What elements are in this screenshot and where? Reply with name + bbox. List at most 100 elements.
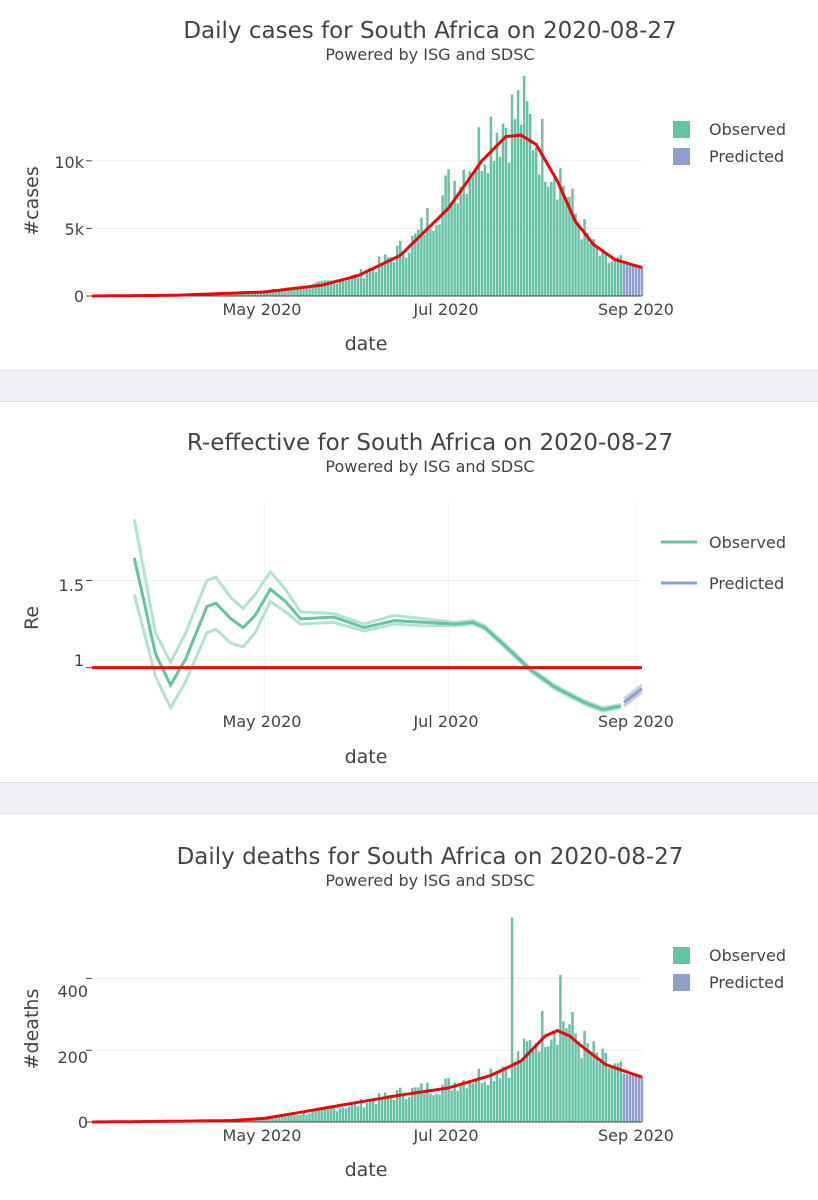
cases-observed-bar[interactable] [281, 289, 284, 296]
deaths-observed-bar[interactable] [438, 1094, 441, 1122]
cases-observed-bar[interactable] [420, 217, 423, 296]
cases-observed-bar[interactable] [598, 255, 601, 296]
deaths-observed-bar[interactable] [266, 1117, 269, 1122]
cases-observed-bar[interactable] [525, 101, 529, 297]
deaths-observed-bar[interactable] [580, 1058, 583, 1122]
deaths-observed-bar[interactable] [308, 1113, 311, 1122]
deaths-observed-bar[interactable] [556, 1044, 559, 1122]
deaths-observed-bar[interactable] [323, 1107, 326, 1122]
cases-observed-bar[interactable] [438, 224, 441, 296]
deaths-observed-bar[interactable] [365, 1103, 369, 1122]
cases-observed-bar[interactable] [492, 160, 496, 296]
deaths-observed-bar[interactable] [507, 1077, 511, 1122]
deaths-observed-bar[interactable] [474, 1080, 478, 1122]
cases-trend-line[interactable] [92, 133, 643, 298]
deaths-observed-bar[interactable] [284, 1115, 287, 1122]
deaths-observed-bar[interactable] [583, 1030, 586, 1122]
deaths-observed-bar[interactable] [332, 1107, 335, 1122]
deaths-observed-bar[interactable] [411, 1087, 414, 1122]
cases-observed-bar[interactable] [498, 156, 502, 296]
cases-observed-bar[interactable] [380, 263, 384, 296]
deaths-observed-bar[interactable] [595, 1052, 598, 1122]
cases-observed-bar[interactable] [329, 280, 332, 296]
cases-observed-bar[interactable] [368, 267, 372, 296]
cases-observed-bar[interactable] [450, 203, 453, 296]
deaths-observed-bar[interactable] [417, 1087, 420, 1122]
cases-observed-bar[interactable] [534, 147, 538, 296]
cases-observed-bar[interactable] [522, 75, 526, 297]
cases-observed-bar[interactable] [383, 254, 387, 296]
deaths-observed-bar[interactable] [544, 1046, 547, 1122]
cases-observed-bar[interactable] [429, 229, 432, 296]
cases-predicted-bar[interactable] [628, 264, 632, 296]
cases-observed-bar[interactable] [259, 292, 263, 296]
cases-observed-bar[interactable] [556, 199, 559, 296]
deaths-observed-bar[interactable] [287, 1114, 290, 1122]
deaths-observed-bar[interactable] [586, 1043, 589, 1122]
re-predicted-line[interactable] [622, 687, 643, 704]
cases-observed-bar[interactable] [483, 164, 487, 296]
deaths-observed-bar[interactable] [281, 1116, 284, 1122]
deaths-observed-bar[interactable] [492, 1081, 496, 1122]
deaths-observed-bar[interactable] [377, 1092, 381, 1122]
deaths-observed-bar[interactable] [435, 1093, 438, 1122]
deaths-observed-bar[interactable] [444, 1078, 447, 1122]
cases-observed-bar[interactable] [311, 283, 314, 296]
cases-predicted-bar[interactable] [631, 264, 635, 296]
cases-observed-bar[interactable] [550, 182, 553, 296]
deaths-observed-bar[interactable] [359, 1099, 363, 1122]
deaths-observed-bar[interactable] [498, 1078, 502, 1122]
deaths-predicted-bar[interactable] [625, 1074, 629, 1122]
cases-observed-bar[interactable] [459, 186, 462, 296]
cases-observed-bar[interactable] [553, 178, 556, 296]
cases-observed-bar[interactable] [541, 118, 544, 296]
deaths-observed-bar[interactable] [525, 1041, 529, 1122]
deaths-observed-bar[interactable] [362, 1107, 366, 1122]
cases-legend-observed[interactable]: Observed [673, 120, 786, 139]
cases-observed-bar[interactable] [320, 280, 323, 296]
cases-observed-bar[interactable] [589, 243, 592, 296]
deaths-observed-bar[interactable] [408, 1096, 411, 1122]
deaths-observed-bar[interactable] [326, 1107, 329, 1122]
cases-observed-bar[interactable] [341, 280, 345, 296]
cases-observed-bar[interactable] [317, 281, 320, 296]
deaths-observed-bar[interactable] [547, 1046, 550, 1122]
cases-observed-bar[interactable] [395, 245, 399, 296]
deaths-observed-bar[interactable] [513, 1061, 517, 1122]
cases-predicted-bar[interactable] [634, 265, 638, 296]
deaths-observed-bar[interactable] [414, 1087, 417, 1122]
deaths-observed-bar[interactable] [338, 1108, 342, 1122]
deaths-observed-bar[interactable] [610, 1067, 614, 1122]
deaths-observed-bar[interactable] [613, 1063, 617, 1122]
deaths-observed-bar[interactable] [278, 1116, 281, 1122]
re-legend-observed[interactable]: Observed [661, 533, 786, 552]
cases-observed-bar[interactable] [423, 234, 426, 296]
cases-observed-bar[interactable] [510, 94, 514, 297]
cases-observed-bar[interactable] [284, 289, 287, 296]
cases-predicted-bar[interactable] [622, 263, 626, 296]
deaths-plot-area[interactable] [86, 917, 644, 1124]
deaths-observed-bar[interactable] [432, 1095, 435, 1122]
deaths-observed-bar[interactable] [302, 1112, 305, 1122]
cases-observed-bar[interactable] [405, 257, 408, 296]
deaths-observed-bar[interactable] [299, 1114, 302, 1122]
deaths-observed-bar[interactable] [495, 1071, 499, 1122]
deaths-observed-bar[interactable] [374, 1104, 378, 1122]
cases-observed-bar[interactable] [332, 280, 335, 296]
cases-observed-bar[interactable] [432, 230, 435, 296]
deaths-observed-bar[interactable] [420, 1083, 423, 1122]
cases-observed-bar[interactable] [293, 288, 296, 296]
deaths-observed-bar[interactable] [616, 1062, 620, 1122]
deaths-observed-bar[interactable] [389, 1096, 393, 1122]
cases-observed-bar[interactable] [362, 278, 366, 296]
deaths-observed-bar[interactable] [405, 1099, 408, 1122]
cases-observed-bar[interactable] [338, 280, 342, 296]
deaths-observed-bar[interactable] [399, 1087, 402, 1122]
cases-observed-bar[interactable] [253, 291, 257, 296]
deaths-observed-bar[interactable] [263, 1118, 266, 1122]
cases-observed-bar[interactable] [353, 274, 357, 296]
cases-observed-bar[interactable] [471, 176, 475, 296]
cases-observed-bar[interactable] [580, 239, 583, 296]
cases-observed-bar[interactable] [595, 247, 598, 296]
cases-observed-bar[interactable] [610, 261, 614, 296]
